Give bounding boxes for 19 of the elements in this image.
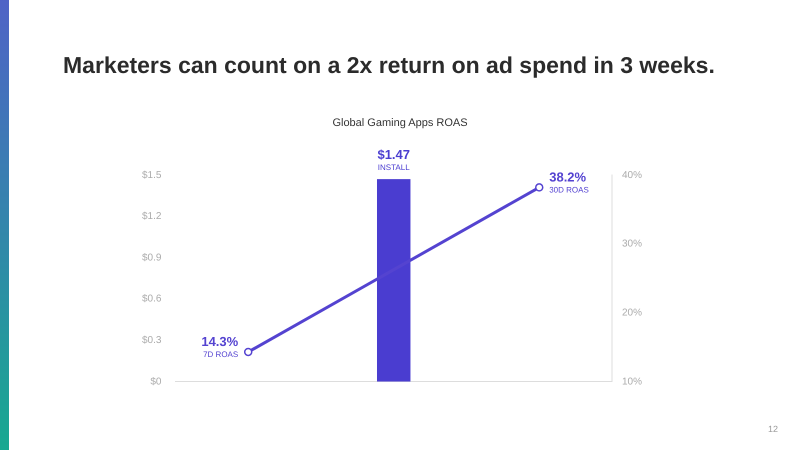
y-tick-label: $1.5 [142, 170, 162, 181]
y2-tick-label: 10% [622, 376, 642, 388]
y-tick-label: $0.6 [142, 294, 162, 305]
data-label: $1.47 [377, 147, 410, 162]
y2-tick-label: 40% [622, 170, 642, 181]
data-label: 38.2% [549, 169, 587, 184]
chart-subtitle: Global Gaming Apps ROAS [331, 117, 469, 129]
annotation: 7D ROAS [203, 350, 238, 359]
text: 12 [768, 424, 778, 434]
y-tick-label: $0 [150, 376, 162, 388]
data-label: 14.3% [201, 334, 239, 349]
y-tick-label: $0.9 [142, 252, 162, 264]
y2-tick-label: 30% [622, 238, 642, 250]
y-tick-label: $0.3 [142, 335, 162, 346]
y-tick-label: $1.2 [142, 211, 162, 222]
chart-title: Marketers can count on a 2x return on ad spend in 3 weeks. [63, 52, 715, 79]
y2-tick-label: 20% [622, 307, 642, 318]
annotation: 30D ROAS [549, 185, 589, 194]
text: INSTALL [378, 163, 410, 172]
